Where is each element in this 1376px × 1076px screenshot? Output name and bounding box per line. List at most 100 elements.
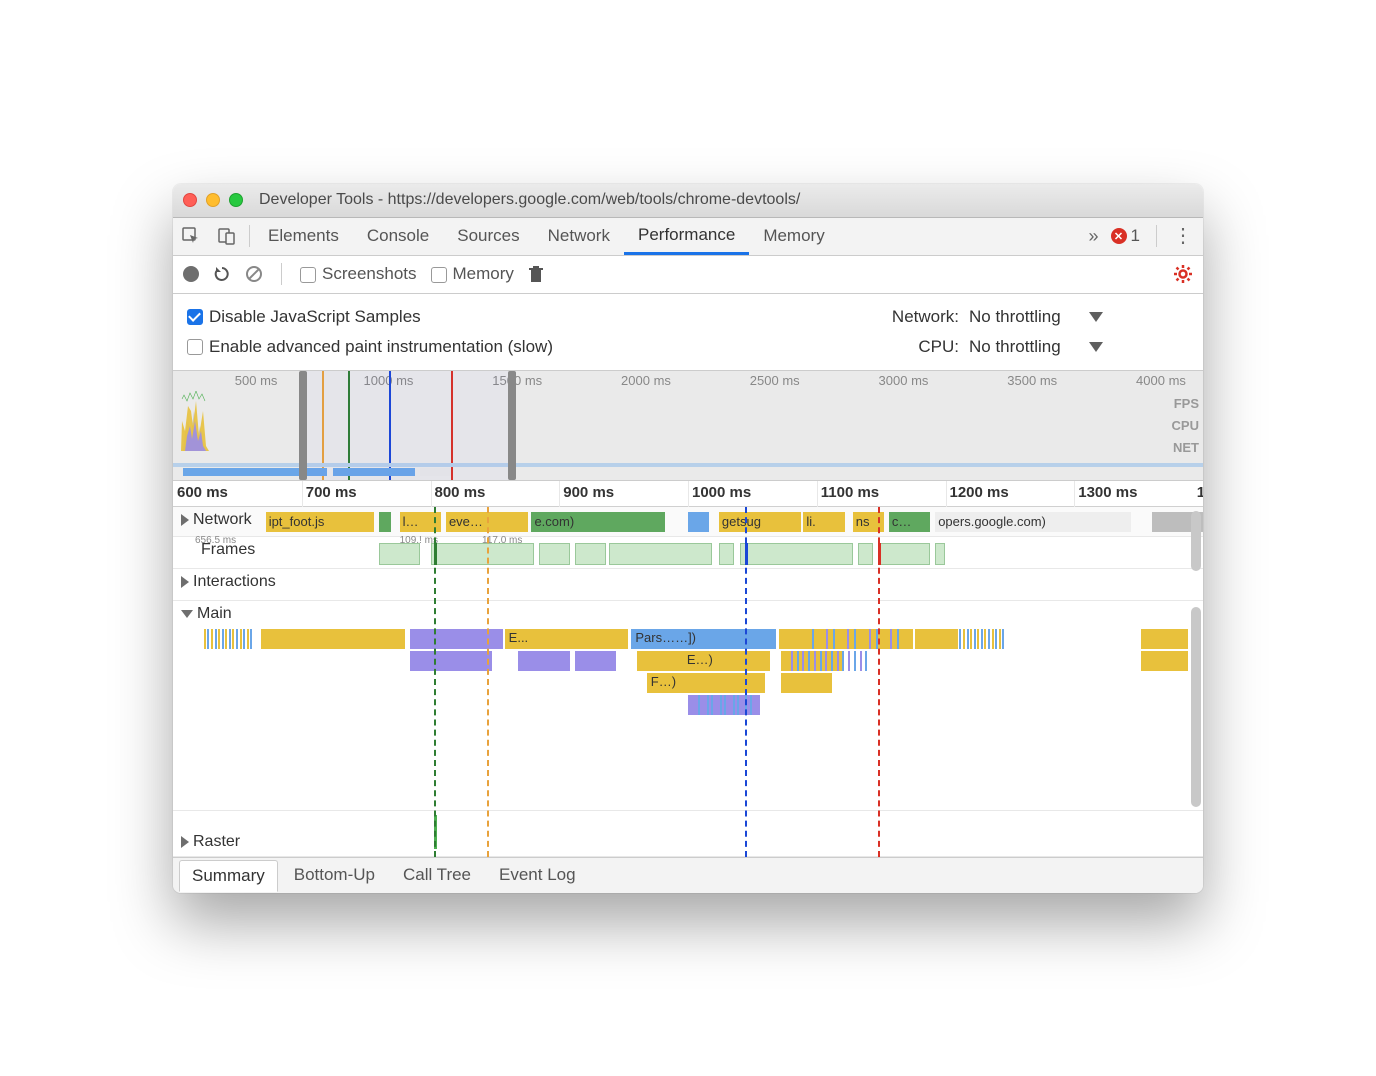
screenshots-checkbox[interactable]: Screenshots: [300, 264, 417, 284]
network-track[interactable]: Network ipt_foot.js l…eve…e.com) getsugli.…: [173, 507, 1203, 537]
device-icon[interactable]: [209, 218, 245, 255]
flame-bar[interactable]: F…): [647, 673, 765, 693]
frames-track[interactable]: Frames 656.5 ms 109.! ms 117.0 ms: [173, 537, 1203, 569]
main-track-header[interactable]: Main: [173, 601, 240, 627]
devtools-window: Developer Tools - https://developers.goo…: [173, 184, 1203, 893]
details-tabbar: SummaryBottom-UpCall TreeEvent Log: [173, 857, 1203, 893]
record-button[interactable]: [183, 266, 199, 282]
frame-bar[interactable]: [740, 543, 853, 565]
disable-js-checkbox[interactable]: Disable JavaScript Samples: [187, 307, 869, 327]
tab-network[interactable]: Network: [534, 218, 624, 255]
kebab-menu-icon[interactable]: ⋮: [1173, 231, 1193, 241]
clear-icon[interactable]: [245, 265, 263, 283]
settings-icon[interactable]: [1173, 264, 1193, 284]
overview-chart: [173, 391, 273, 451]
frame-bar[interactable]: [379, 543, 420, 565]
flame-bar[interactable]: [518, 651, 570, 671]
flame-sliver: [703, 695, 705, 715]
flame-bar[interactable]: [781, 673, 833, 693]
network-bar[interactable]: [379, 512, 391, 532]
details-tab-bottom-up[interactable]: Bottom-Up: [282, 860, 387, 890]
flame-bar[interactable]: E...: [505, 629, 629, 649]
frame-bar[interactable]: [539, 543, 570, 565]
network-bar[interactable]: c…: [889, 512, 930, 532]
overview-tick: 4000 ms: [1136, 373, 1186, 388]
chevron-down-icon: [1089, 312, 1103, 322]
flame-sliver: [970, 629, 972, 649]
flame-bar[interactable]: [781, 651, 843, 671]
frame-bar[interactable]: [879, 543, 931, 565]
network-bar[interactable]: eve…: [446, 512, 528, 532]
capture-options: Disable JavaScript Samples Network: No t…: [173, 294, 1203, 371]
flame-sliver: [854, 629, 856, 649]
tab-console[interactable]: Console: [353, 218, 443, 255]
network-bar[interactable]: li.: [803, 512, 844, 532]
flame-sliver: [207, 629, 209, 649]
main-track[interactable]: Main E...Pars……])E…)F…): [173, 601, 1203, 811]
tab-elements[interactable]: Elements: [254, 218, 353, 255]
selection-handle-right[interactable]: [508, 371, 516, 480]
network-track-header[interactable]: Network: [173, 507, 260, 533]
cpu-throttle-dropdown[interactable]: No throttling: [969, 337, 1103, 357]
selection-handle-left[interactable]: [299, 371, 307, 480]
flame-bar[interactable]: [410, 629, 503, 649]
frame-bar[interactable]: [431, 543, 534, 565]
overview-pane[interactable]: 500 ms1000 ms1500 ms2000 ms2500 ms3000 m…: [173, 371, 1203, 481]
scrollbar[interactable]: [1191, 607, 1201, 807]
tab-performance[interactable]: Performance: [624, 218, 749, 255]
memory-checkbox[interactable]: Memory: [431, 264, 514, 284]
flame-bar[interactable]: E…): [683, 651, 765, 671]
overflow-icon[interactable]: »: [1089, 226, 1099, 247]
error-count: 1: [1131, 226, 1140, 246]
close-button[interactable]: [183, 193, 197, 207]
chevron-down-icon: [1089, 342, 1103, 352]
network-bar[interactable]: ipt_foot.js: [266, 512, 374, 532]
details-tab-event-log[interactable]: Event Log: [487, 860, 588, 890]
flame-bar[interactable]: [575, 651, 616, 671]
interactions-track[interactable]: Interactions: [173, 569, 1203, 601]
separator: [281, 263, 282, 285]
flame-sliver: [820, 651, 822, 671]
frame-bar[interactable]: [719, 543, 734, 565]
frame-bar[interactable]: [935, 543, 945, 565]
flame-bar[interactable]: [410, 651, 492, 671]
flame-sliver: [842, 651, 844, 671]
details-tab-call-tree[interactable]: Call Tree: [391, 860, 483, 890]
flame-sliver: [840, 629, 842, 649]
frame-bar[interactable]: [609, 543, 712, 565]
network-throttle-dropdown[interactable]: No throttling: [969, 307, 1103, 327]
flame-bar[interactable]: [1141, 651, 1187, 671]
network-bar[interactable]: opers.google.com): [935, 512, 1131, 532]
inspect-icon[interactable]: [173, 218, 209, 255]
interactions-track-header[interactable]: Interactions: [173, 569, 284, 595]
disclosure-icon: [181, 610, 193, 618]
flame-sliver: [733, 695, 735, 715]
flame-bar[interactable]: Pars……]): [631, 629, 775, 649]
frames-track-header[interactable]: Frames: [193, 537, 263, 563]
flame-sliver: [232, 629, 234, 649]
network-bar[interactable]: ns: [853, 512, 884, 532]
minimize-button[interactable]: [206, 193, 220, 207]
maximize-button[interactable]: [229, 193, 243, 207]
flame-bar[interactable]: [1141, 629, 1187, 649]
network-bar[interactable]: [688, 512, 709, 532]
flame-bar[interactable]: [779, 629, 913, 649]
error-badge[interactable]: ✕ 1: [1111, 226, 1140, 246]
trash-icon[interactable]: [528, 265, 544, 283]
tab-sources[interactable]: Sources: [443, 218, 533, 255]
raster-track[interactable]: Raster: [173, 811, 1203, 857]
advanced-paint-checkbox[interactable]: Enable advanced paint instrumentation (s…: [187, 337, 869, 357]
reload-icon[interactable]: [213, 265, 231, 283]
frame-bar[interactable]: [575, 543, 606, 565]
frame-bar[interactable]: [858, 543, 873, 565]
network-bar[interactable]: getsug: [719, 512, 801, 532]
overview-selection[interactable]: [302, 371, 513, 480]
details-tab-summary[interactable]: Summary: [179, 860, 278, 892]
flame-bar[interactable]: [261, 629, 405, 649]
network-bar[interactable]: e.com): [531, 512, 665, 532]
scrollbar[interactable]: [1191, 511, 1201, 571]
network-bar[interactable]: l…: [400, 512, 441, 532]
flame-bar[interactable]: [915, 629, 956, 649]
tab-memory[interactable]: Memory: [749, 218, 838, 255]
raster-track-header[interactable]: Raster: [173, 829, 248, 855]
